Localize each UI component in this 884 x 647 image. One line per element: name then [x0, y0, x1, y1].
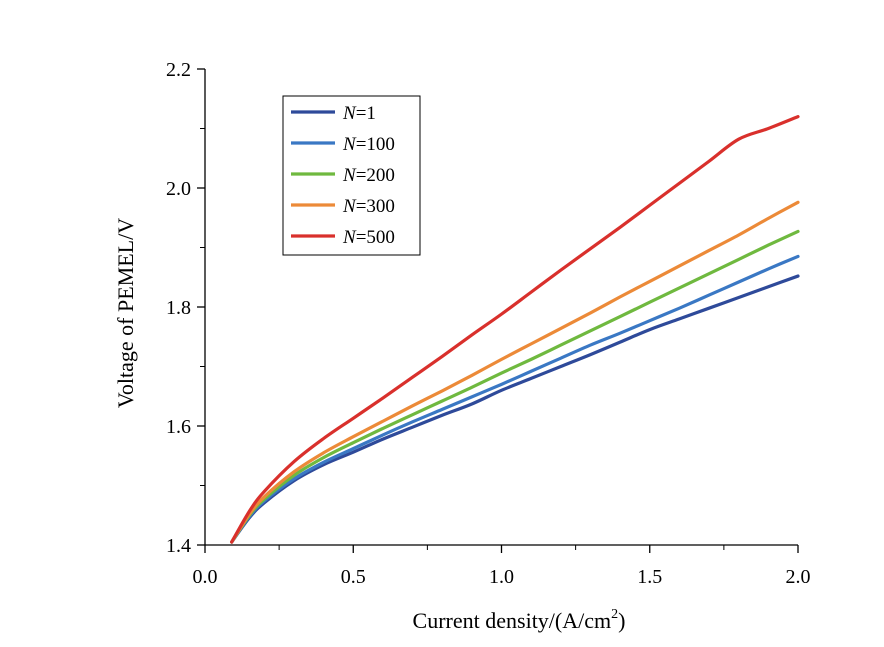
y-tick-label: 1.6: [166, 416, 191, 438]
series-line-N-100: [230, 254, 800, 544]
legend-label: N=100: [342, 134, 395, 155]
legend-label-value: =300: [356, 196, 395, 217]
x-tick-label: 2.0: [786, 566, 811, 588]
x-axis-title-superscript: 2: [611, 607, 618, 622]
x-tick-label: 1.5: [637, 566, 662, 588]
series-line-N-500: [230, 115, 800, 544]
y-axis-title: Voltage of PEMEL/V: [113, 218, 138, 408]
series-line-N-200: [230, 229, 800, 544]
x-axis-title-main: Current density/(A/cm: [413, 608, 612, 633]
series-line-N-300: [230, 200, 800, 544]
y-tick-label: 2.0: [166, 178, 191, 200]
legend-label-value: =200: [356, 165, 395, 186]
legend-label-value: =1: [356, 103, 376, 124]
axes: 0.0 0.5 1.0 1.5 2.0 1.4 1.6 1.8 2.0 2.2: [166, 59, 811, 588]
series-layer: [230, 115, 800, 544]
x-axis-title: Current density/(A/cm2): [413, 607, 626, 633]
legend-label: N=500: [342, 227, 395, 248]
legend-label: N=300: [342, 196, 395, 217]
legend-label-variable: N: [342, 196, 357, 217]
legend-label-variable: N: [342, 134, 357, 155]
legend-label-value: =100: [356, 134, 395, 155]
legend-label: N=200: [342, 165, 395, 186]
y-tick-label: 1.8: [166, 297, 191, 319]
legend-label-variable: N: [342, 165, 357, 186]
legend-label: N=1: [342, 103, 376, 124]
x-tick-label: 1.0: [489, 566, 514, 588]
legend-label-value: =500: [356, 227, 395, 248]
legend-label-variable: N: [342, 227, 357, 248]
y-tick-label: 1.4: [166, 535, 191, 557]
legend-label-variable: N: [342, 103, 357, 124]
x-tick-label: 0.0: [193, 566, 218, 588]
y-tick-label: 2.2: [166, 59, 191, 81]
x-axis-title-close: ): [618, 608, 625, 633]
x-tick-label: 0.5: [341, 566, 366, 588]
series-line-N-1: [230, 274, 800, 544]
